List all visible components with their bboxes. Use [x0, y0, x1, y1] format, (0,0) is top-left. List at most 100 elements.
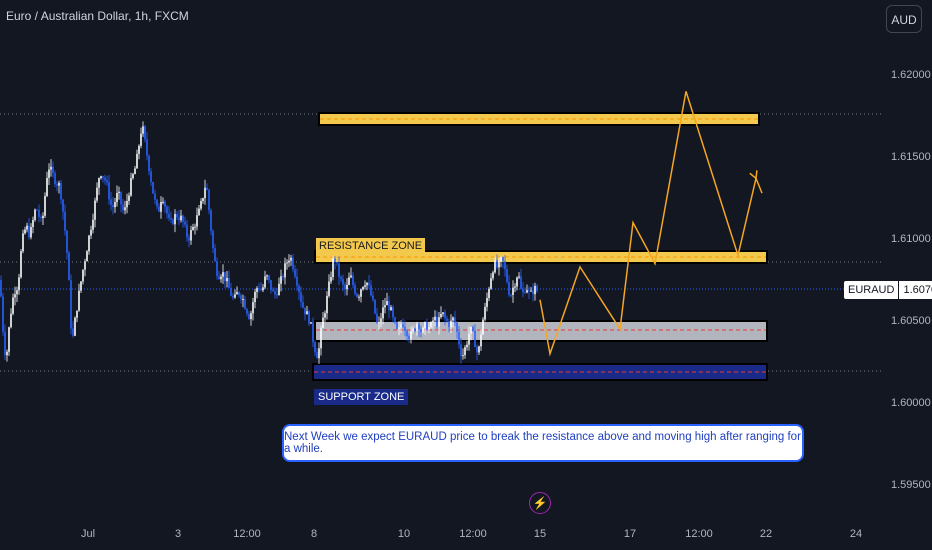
candle-body: [262, 287, 264, 291]
candle-body: [126, 201, 128, 208]
candle-body: [406, 330, 408, 337]
candle-body: [352, 275, 354, 286]
candle-body: [506, 269, 508, 282]
candle-body: [402, 324, 404, 328]
candle-body: [482, 319, 484, 335]
candle-body: [276, 294, 278, 296]
candle-body: [124, 207, 126, 211]
candles: [0, 121, 538, 364]
candle-body: [164, 201, 166, 207]
candle-body: [68, 252, 70, 281]
candle-body: [78, 290, 80, 311]
time-label-3: 3: [174, 528, 182, 540]
candle-body: [416, 324, 418, 331]
candle-body: [246, 309, 248, 314]
support-zone-label[interactable]: SUPPORT ZONE: [314, 389, 409, 405]
candle-body: [220, 276, 222, 280]
candle-body: [236, 292, 238, 295]
range-zone[interactable]: [314, 320, 768, 342]
resistance-zone[interactable]: [314, 250, 768, 264]
candle-body: [130, 178, 132, 196]
candle-body: [396, 322, 398, 329]
candle-body: [502, 257, 504, 262]
candle-body: [234, 294, 236, 298]
candle-body: [76, 310, 78, 318]
candle-body: [378, 322, 380, 324]
candle-body: [454, 317, 456, 323]
candle-body: [204, 187, 206, 199]
candle-body: [480, 334, 482, 347]
candle-body: [440, 313, 442, 318]
candle-body: [472, 327, 474, 331]
candle-body: [516, 277, 518, 287]
candle-body: [322, 317, 324, 329]
candle-body: [366, 282, 368, 286]
current-symbol: EURAUD: [844, 281, 899, 299]
candle-body: [530, 290, 532, 292]
candle-body: [302, 302, 304, 308]
candle-body: [58, 182, 60, 186]
candle-body: [242, 298, 244, 300]
candle-body: [504, 261, 506, 270]
candle-body: [2, 296, 4, 332]
candle-body: [394, 317, 396, 323]
candle-body: [380, 318, 382, 323]
candle-body: [314, 342, 316, 353]
candle-body: [240, 295, 242, 300]
candle-body: [272, 289, 274, 292]
candle-body: [80, 281, 82, 291]
upper-zone[interactable]: [318, 112, 760, 126]
candle-body: [414, 328, 416, 331]
candle-body: [298, 285, 300, 293]
candle-body: [296, 276, 298, 286]
candle-body: [348, 277, 350, 285]
candle-body: [190, 230, 192, 241]
time-label-1200-a: 12:00: [233, 528, 261, 540]
candle-body: [226, 278, 228, 282]
candle-body: [160, 202, 162, 212]
candle-body: [120, 191, 122, 205]
candle-body: [494, 260, 496, 273]
candle-body: [338, 263, 340, 277]
candle-body: [372, 295, 374, 300]
candle-body: [102, 176, 104, 178]
candle-body: [330, 277, 332, 282]
candle-body: [484, 306, 486, 320]
resistance-zone-label[interactable]: RESISTANCE ZONE: [316, 238, 426, 254]
candle-body: [4, 331, 6, 356]
candle-body: [44, 196, 46, 216]
candle-body: [306, 311, 308, 315]
currency-button[interactable]: AUD: [886, 5, 922, 33]
candle-body: [384, 305, 386, 308]
candle-body: [56, 184, 58, 186]
candle-body: [100, 176, 102, 179]
current-price-value: 1.60705: [898, 281, 932, 299]
candle-body: [340, 276, 342, 280]
forecast-note[interactable]: Next Week we expect EURAUD price to brea…: [282, 424, 804, 462]
candle-body: [198, 208, 200, 216]
candle-body: [258, 288, 260, 290]
candle-body: [368, 282, 370, 286]
candle-body: [244, 298, 246, 310]
time-label-15: 15: [533, 528, 547, 540]
candle-body: [292, 257, 294, 270]
candle-body: [422, 327, 424, 333]
lightning-icon[interactable]: ⚡: [529, 492, 551, 514]
current-price-tag: EURAUD 1.60705: [844, 281, 932, 299]
candle-body: [500, 257, 502, 262]
candle-body: [232, 295, 234, 298]
candle-body: [0, 280, 2, 297]
candle-body: [512, 287, 514, 296]
candle-body: [288, 260, 290, 263]
candle-body: [172, 219, 174, 225]
projection-path[interactable]: [539, 91, 763, 357]
support-zone[interactable]: [312, 363, 768, 381]
candle-body: [462, 355, 464, 357]
candle-body: [526, 290, 528, 293]
candle-body: [350, 275, 352, 278]
candle-body: [458, 331, 460, 345]
candle-body: [256, 288, 258, 292]
candle-body: [224, 272, 226, 282]
